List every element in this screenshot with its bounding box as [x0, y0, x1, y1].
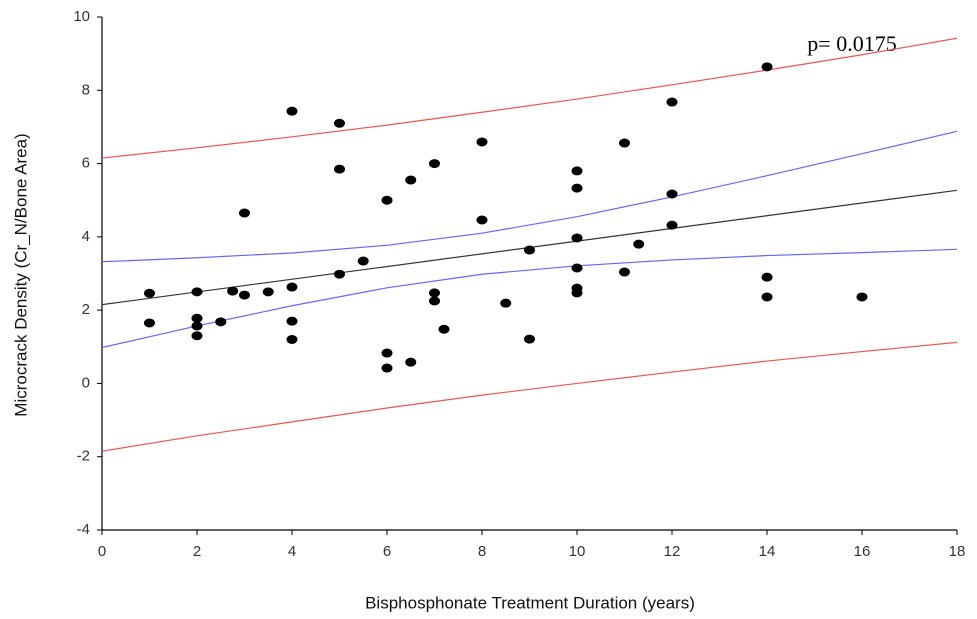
data-point	[571, 288, 583, 298]
data-point	[619, 267, 630, 277]
data-point	[856, 292, 868, 302]
data-point	[571, 183, 583, 193]
y-tick-label: 0	[82, 374, 90, 391]
y-tick-label: 2	[82, 301, 90, 318]
data-point	[761, 292, 773, 302]
y-tick-label: 8	[82, 81, 90, 98]
data-point	[666, 189, 678, 199]
fit-line	[101, 341, 958, 452]
data-point	[666, 97, 678, 107]
data-point	[191, 321, 203, 331]
x-tick-label: 2	[193, 543, 201, 560]
y-tick-label: -4	[77, 521, 90, 538]
data-point	[191, 313, 203, 323]
data-point	[438, 324, 450, 334]
data-point	[191, 287, 203, 297]
x-tick-label: 6	[383, 543, 391, 560]
x-tick-label: 12	[664, 543, 681, 560]
data-point	[286, 334, 298, 344]
data-point	[144, 288, 155, 298]
data-point	[286, 282, 298, 292]
data-point	[633, 239, 645, 249]
data-point	[262, 287, 274, 297]
data-point	[334, 164, 345, 174]
data-point	[571, 233, 583, 243]
data-point	[286, 106, 298, 116]
data-point	[239, 290, 250, 300]
x-tick-label: 0	[98, 543, 106, 560]
data-point	[761, 272, 773, 282]
y-tick-label: -2	[77, 448, 90, 465]
data-point	[619, 138, 630, 148]
fit-line	[101, 37, 958, 159]
data-point	[429, 159, 440, 169]
data-point	[571, 263, 583, 273]
data-point	[334, 269, 345, 279]
data-point	[215, 317, 227, 327]
y-tick-label: 6	[82, 155, 90, 172]
data-point	[191, 331, 203, 341]
data-point	[500, 298, 512, 308]
data-point	[144, 318, 155, 328]
x-tick-label: 4	[288, 543, 296, 560]
data-point	[381, 348, 393, 358]
data-point	[476, 215, 488, 225]
data-point	[524, 245, 535, 255]
data-point	[227, 286, 239, 296]
x-tick-label: 18	[949, 543, 966, 560]
y-tick-label: 4	[82, 228, 90, 245]
x-tick-label: 10	[569, 543, 586, 560]
x-tick-label: 16	[854, 543, 871, 560]
data-point	[666, 220, 678, 230]
data-point	[286, 316, 298, 326]
y-axis-title: Microcrack Density (Cr_N/Bone Area)	[11, 133, 30, 416]
p-value-annotation: p= 0.0175	[807, 31, 896, 56]
data-point	[429, 296, 440, 306]
data-point	[476, 137, 488, 147]
x-tick-label: 14	[759, 543, 776, 560]
data-point	[239, 208, 250, 218]
data-point	[357, 256, 369, 266]
y-tick-label: 10	[73, 8, 90, 25]
data-point	[761, 62, 773, 72]
data-point	[405, 175, 417, 185]
data-point	[571, 166, 583, 176]
data-point	[334, 118, 345, 128]
data-point	[524, 334, 535, 344]
data-point	[405, 357, 417, 367]
x-tick-label: 8	[478, 543, 486, 560]
fit-line	[101, 130, 958, 263]
fit-line	[101, 248, 958, 349]
x-axis-title: Bisphosphonate Treatment Duration (years…	[365, 593, 695, 612]
data-point	[381, 363, 393, 373]
data-point	[429, 288, 440, 298]
data-point	[381, 195, 393, 205]
